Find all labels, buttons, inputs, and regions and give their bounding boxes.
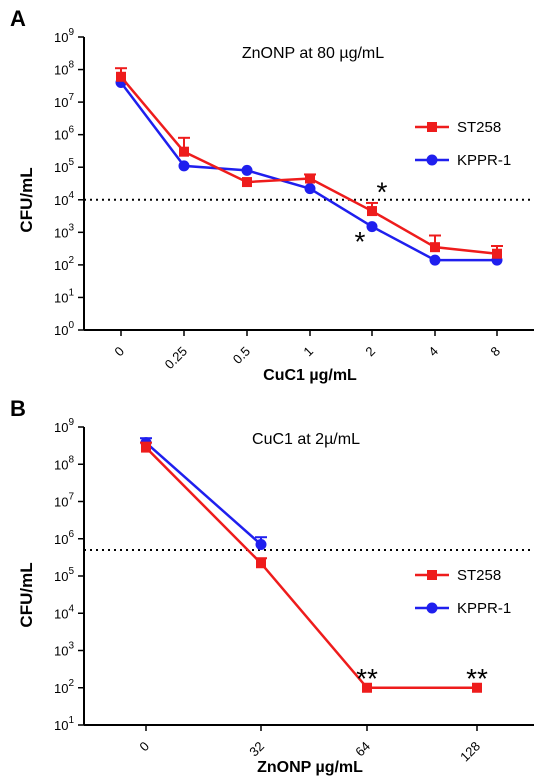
data-point [179, 146, 189, 157]
data-point [305, 173, 315, 184]
significance-marker: ** [356, 663, 378, 694]
y-tick-label: 109 [54, 417, 74, 435]
y-tick-label: 104 [54, 603, 74, 621]
x-axis-label: CuC1 µg/mL [263, 367, 357, 384]
legend-label: ST258 [457, 119, 501, 136]
panel-label: A [10, 6, 26, 31]
series-line-kppr-1 [120, 81, 497, 262]
panel-label: B [10, 396, 26, 421]
y-tick-label: 105 [54, 566, 74, 584]
y-tick-label: 108 [54, 454, 74, 472]
data-point [256, 558, 266, 569]
y-tick-label: 107 [54, 92, 74, 110]
data-point [429, 254, 441, 266]
chart-panel-b: B CuC1 at 2µ/mL CFU/mL ZnONP µg/mL 10110… [10, 396, 534, 776]
x-axis-label: ZnONP µg/mL [257, 759, 363, 776]
y-tick-label: 101 [54, 715, 74, 733]
chart-panel-a: A ZnONP at 80 µg/mL CFU/mL CuC1 µg/mL 10… [10, 6, 534, 384]
y-tick-label: 104 [54, 190, 74, 208]
series-line-st258 [120, 75, 498, 255]
y-tick-label: 106 [54, 125, 74, 143]
y-tick-label: 107 [54, 492, 74, 510]
legend-marker [427, 570, 437, 580]
y-tick-label: 102 [54, 678, 74, 696]
data-point [492, 248, 502, 259]
legend-label: KPPR-1 [457, 152, 511, 169]
y-tick-label: 101 [54, 287, 74, 305]
x-tick-label: 1 [300, 344, 316, 360]
data-point [178, 160, 190, 172]
series-line-kppr-1 [145, 441, 262, 546]
legend-label: KPPR-1 [457, 600, 511, 617]
y-tick-label: 100 [54, 320, 74, 338]
x-tick-label: 0 [136, 739, 152, 755]
data-point [141, 442, 151, 453]
y-tick-label: 103 [54, 222, 74, 240]
data-point [366, 221, 378, 233]
x-tick-label: 0.25 [162, 344, 191, 373]
significance-marker: ** [466, 663, 488, 694]
significance-marker: * [355, 226, 366, 257]
x-tick-label: 32 [246, 739, 267, 760]
y-axis-label: CFU/mL [17, 167, 36, 232]
x-tick-label: 0 [111, 344, 127, 360]
data-point [472, 682, 482, 693]
x-tick-label: 4 [425, 344, 441, 360]
data-point [362, 682, 372, 693]
y-tick-label: 106 [54, 529, 74, 547]
legend-marker [426, 602, 438, 614]
x-tick-label: 128 [457, 739, 483, 765]
legend-marker [426, 154, 438, 166]
plot-area: 101 102 103 104 105 106 107 108 109 0 32 64 128 ** ** S… [54, 417, 534, 764]
y-tick-label: 102 [54, 255, 74, 273]
x-tick-label: 8 [487, 344, 503, 360]
plot-area: 100 101 102 103 104 105 106 107 108 109 0 0.25 0.5 1 2… [54, 27, 534, 372]
y-tick-label: 109 [54, 27, 74, 45]
data-point [116, 71, 126, 82]
y-axis-label: CFU/mL [17, 562, 36, 627]
chart-title: ZnONP at 80 µg/mL [242, 45, 384, 62]
y-tick-label: 103 [54, 641, 74, 659]
data-point [255, 539, 267, 551]
y-tick-label: 108 [54, 60, 74, 78]
x-tick-label: 0.5 [230, 344, 253, 367]
data-point [430, 242, 440, 253]
legend-label: ST258 [457, 567, 501, 584]
data-point [304, 183, 316, 195]
data-point [367, 206, 377, 217]
series-line-st258 [145, 446, 477, 689]
chart-title: CuC1 at 2µ/mL [252, 431, 360, 448]
y-tick-label: 105 [54, 157, 74, 175]
significance-marker: * [377, 176, 388, 207]
data-point [242, 177, 252, 188]
legend-marker [427, 122, 437, 132]
data-point [241, 164, 253, 176]
x-tick-label: 64 [352, 739, 373, 760]
x-tick-label: 2 [362, 344, 378, 360]
